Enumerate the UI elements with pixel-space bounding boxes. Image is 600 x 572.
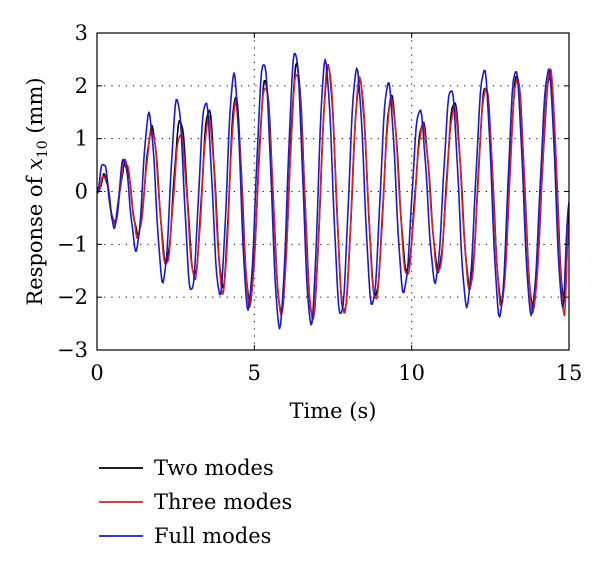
y-tick-label: −2 bbox=[57, 285, 88, 309]
y-tick-label: 2 bbox=[75, 74, 88, 98]
y-axis-label-prefix: Response of bbox=[23, 170, 47, 306]
legend-label-two-modes: Two modes bbox=[154, 456, 274, 480]
y-tick-label: 0 bbox=[75, 180, 88, 204]
legend-label-three-modes: Three modes bbox=[154, 490, 292, 514]
x-tick-label: 0 bbox=[90, 361, 103, 385]
x-axis-label: Time (s) bbox=[290, 399, 377, 423]
x-tick-label: 15 bbox=[556, 361, 583, 385]
y-tick-label: −1 bbox=[57, 232, 88, 256]
x-tick-label: 10 bbox=[398, 361, 425, 385]
series-lines bbox=[97, 52, 569, 330]
legend: Two modes Three modes Full modes bbox=[99, 456, 292, 548]
ticks: 0 5 10 15 −3 −2 −1 0 1 2 3 bbox=[57, 21, 582, 385]
legend-label-full-modes: Full modes bbox=[154, 524, 271, 548]
y-axis-label-suffix: (mm) bbox=[23, 77, 47, 140]
y-tick-label: 1 bbox=[75, 127, 88, 151]
series-line-full-modes bbox=[97, 52, 569, 330]
y-tick-label: −3 bbox=[57, 338, 88, 362]
y-axis-label: Response of x10 (mm) bbox=[23, 77, 51, 305]
series-line-three-modes bbox=[97, 64, 569, 321]
y-axis-label-var: x bbox=[23, 158, 47, 170]
x-tick-label: 5 bbox=[248, 361, 261, 385]
y-tick-label: 3 bbox=[75, 21, 88, 45]
y-axis-label-subscript: 10 bbox=[35, 140, 51, 158]
